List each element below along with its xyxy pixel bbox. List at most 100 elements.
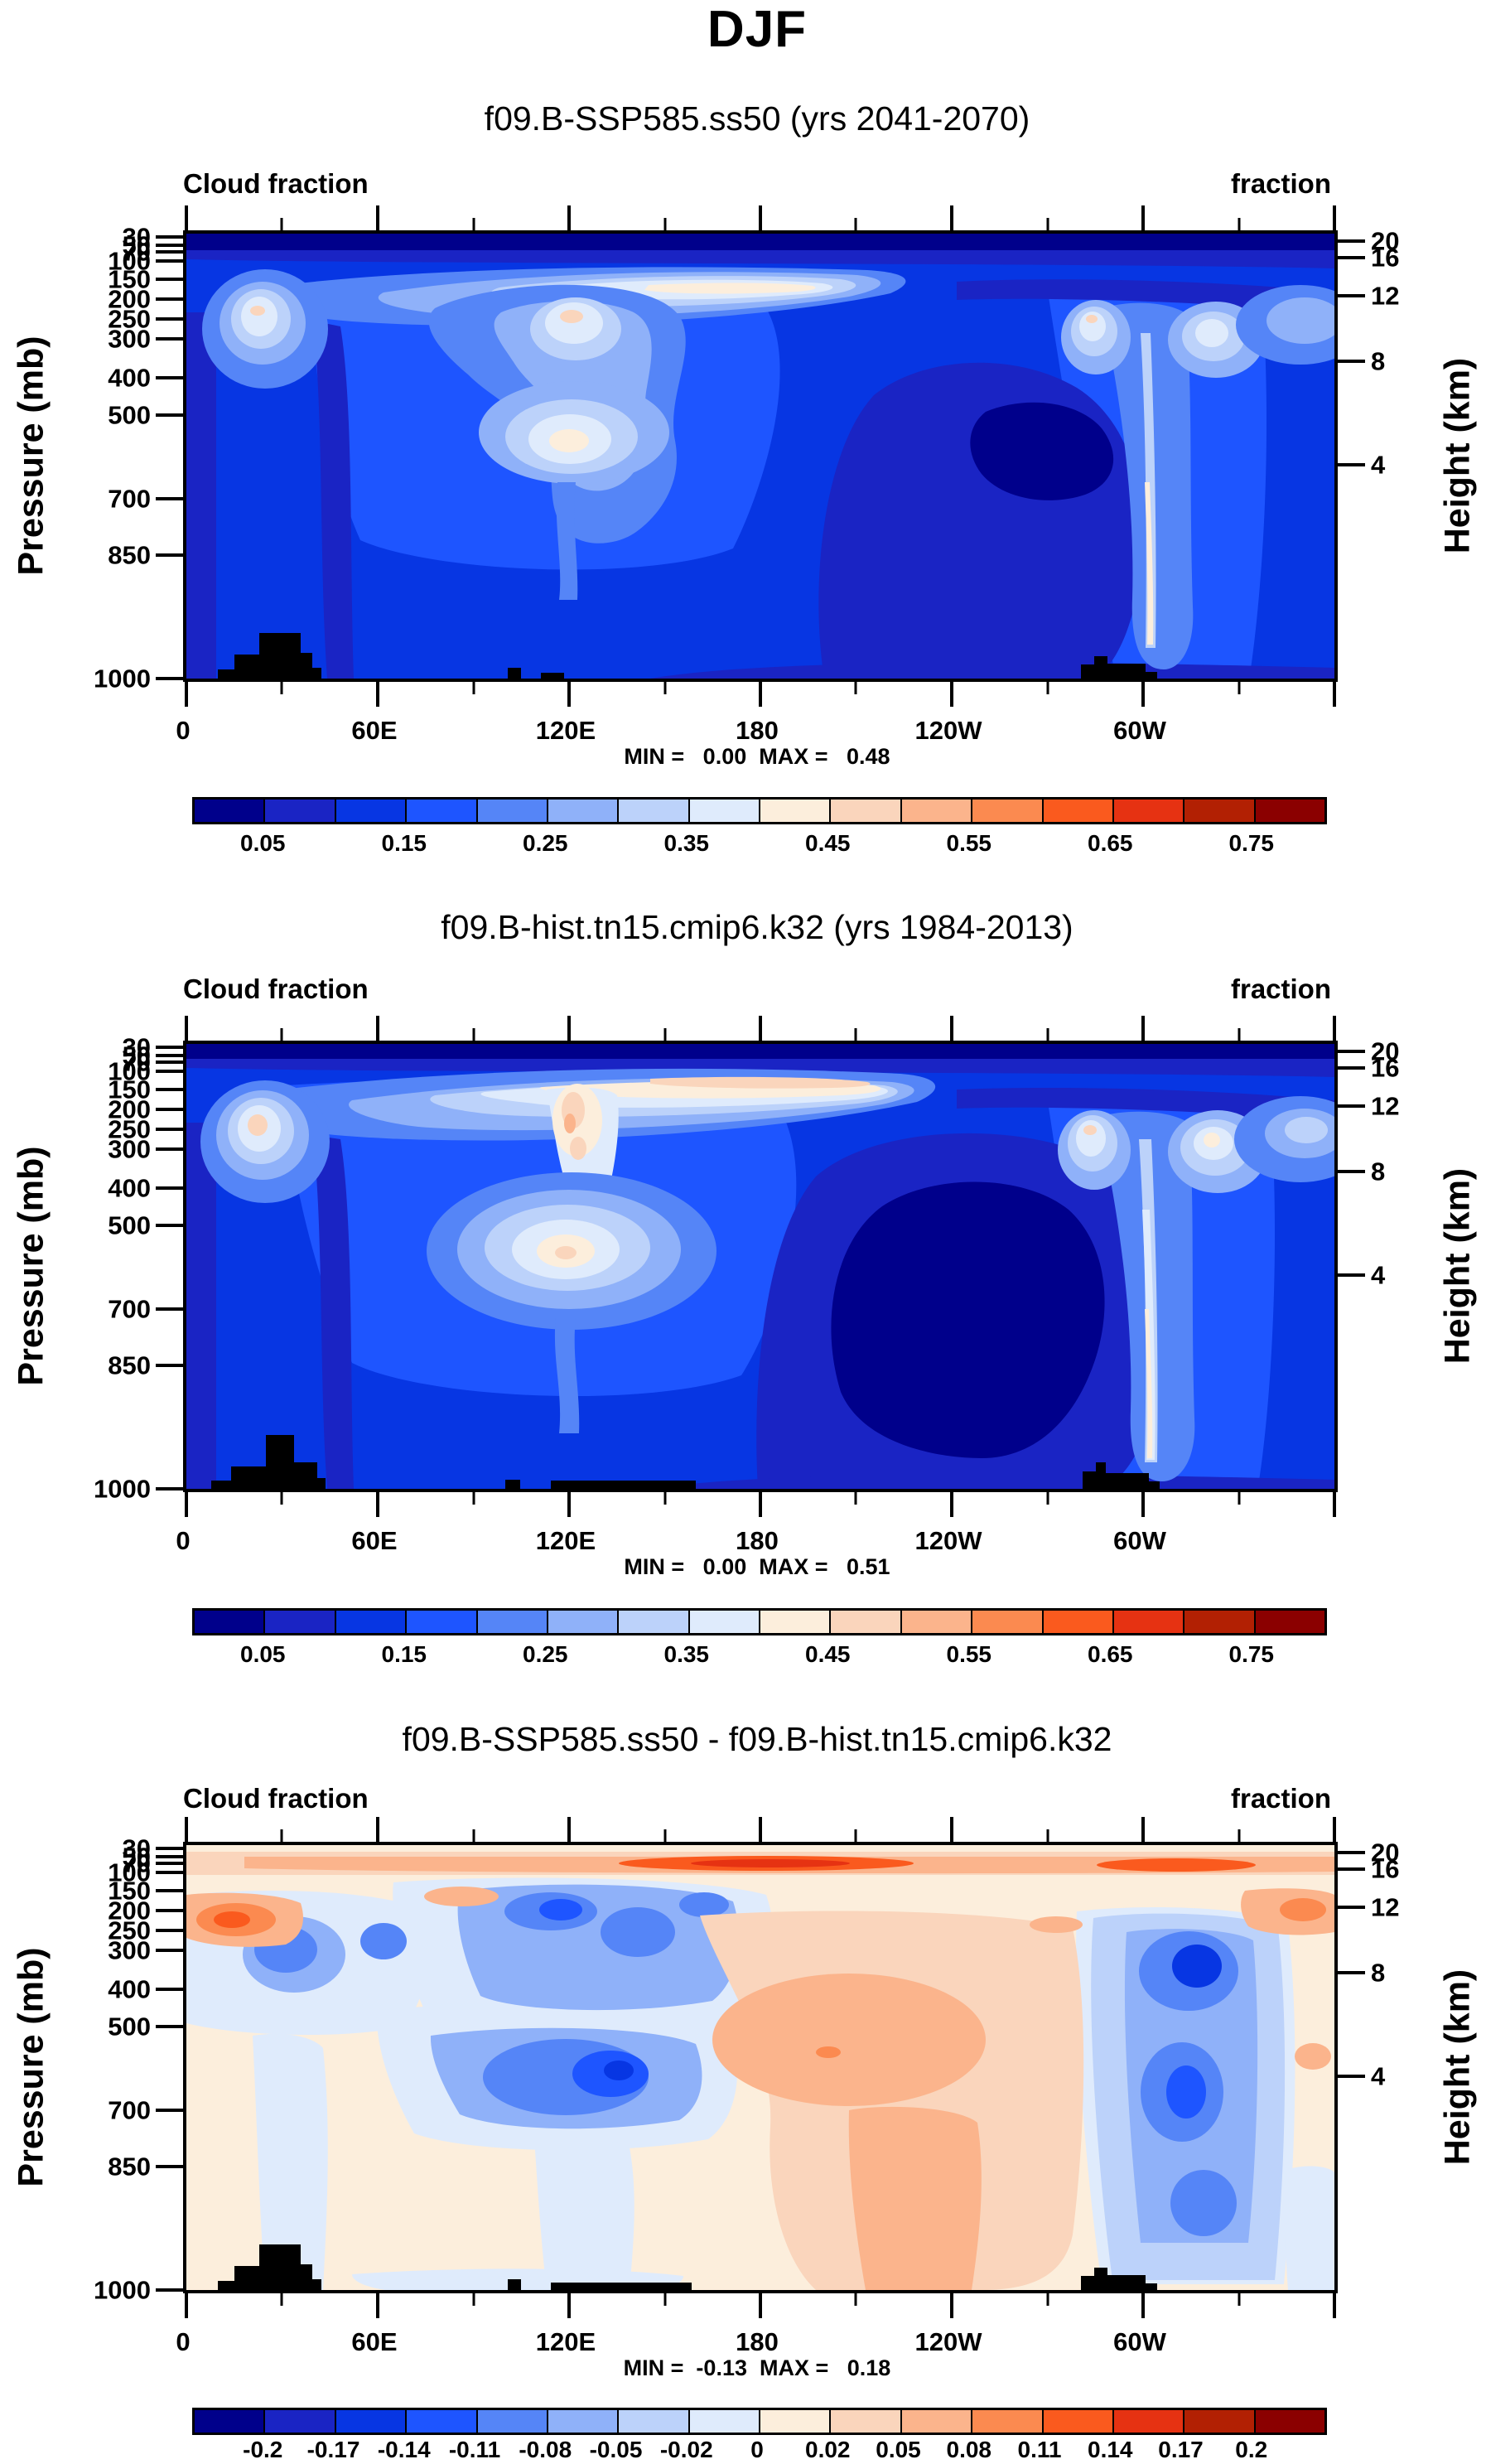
colorbar-tick-label: 0.05 — [240, 1641, 286, 1667]
height-tick — [1338, 1170, 1365, 1174]
x-axis-tick-bottom — [567, 682, 571, 707]
colorbar-tick-label: 0.08 — [946, 2437, 992, 2462]
colorbar-segment — [900, 800, 972, 822]
field-label-right: fraction — [1230, 974, 1331, 1004]
pressure-tick — [156, 1987, 183, 1991]
x-tick-label: 60E — [351, 1526, 398, 1555]
x-axis-tick-bottom — [1046, 1492, 1049, 1505]
pressure-tick-label: 1000 — [94, 1474, 151, 1504]
colorbar-labels: -0.2 -0.17 -0.14 -0.11 -0.08 -0.05 -0.02 0 0.02 0… — [192, 2438, 1322, 2464]
pressure-tick — [156, 1087, 183, 1091]
colorbar-tick-label: 0.05 — [240, 830, 286, 856]
pressure-tick-label: 200 — [108, 1094, 151, 1124]
height-tick-label: 16 — [1371, 1854, 1400, 1884]
pressure-tick — [156, 1186, 183, 1190]
pressure-tick — [156, 277, 183, 281]
pressure-tick-label: 500 — [108, 400, 151, 430]
pressure-tick — [156, 1045, 183, 1049]
contour-field-svg — [186, 1044, 1334, 1489]
colorbar-tick-label: 0.25 — [523, 1641, 568, 1667]
pressure-tick — [156, 1053, 183, 1057]
x-axis-tick-top — [1333, 1817, 1336, 1842]
pressure-tick — [156, 1060, 183, 1065]
x-axis-tick-bottom — [567, 1492, 571, 1517]
x-axis-tick-bottom — [854, 2293, 857, 2306]
figure-title: DJF — [707, 1, 808, 58]
colorbar-segment — [971, 2410, 1042, 2433]
colorbar-tick-label: 0.65 — [1088, 1641, 1133, 1667]
min-max-text: MIN = 0.00 MAX = 0.51 — [624, 1554, 890, 1579]
colorbar-segment — [971, 1611, 1042, 1633]
x-axis-tick-bottom — [1046, 682, 1049, 694]
x-axis-tick-top — [280, 218, 283, 230]
x-axis-tick-bottom — [1333, 682, 1336, 707]
colorbar-tick-label: -0.17 — [306, 2437, 360, 2462]
x-axis-tick-top — [185, 205, 188, 230]
x-axis-tick-top — [376, 205, 379, 230]
colorbar-segment — [263, 2410, 335, 2433]
colorbar-segment — [475, 800, 547, 822]
colorbar-tick-label: 0 — [750, 2437, 764, 2462]
colorbar-tick-label: -0.08 — [519, 2437, 572, 2462]
colorbar-tick-label: 0.35 — [663, 1641, 710, 1667]
colorbar-tick-label: 0.05 — [876, 2437, 921, 2462]
x-axis-tick-bottom — [1333, 2293, 1336, 2318]
x-axis-tick-bottom — [950, 1492, 953, 1517]
height-tick — [1338, 1867, 1365, 1871]
x-axis-tick-top — [1238, 218, 1240, 230]
x-axis-tick-bottom — [1238, 682, 1240, 694]
x-tick-label: 0 — [176, 2327, 191, 2356]
pressure-tick — [156, 1870, 183, 1874]
x-axis-tick-bottom — [759, 682, 762, 707]
colorbar-tick-label: -0.14 — [377, 2437, 431, 2462]
x-axis-tick-bottom — [472, 2293, 475, 2306]
x-axis-tick-bottom — [567, 2293, 571, 2318]
x-axis-tick-bottom — [472, 1492, 475, 1505]
pressure-tick — [156, 375, 183, 379]
height-tick-label: 16 — [1371, 1053, 1400, 1083]
x-axis-tick-top — [854, 1829, 857, 1842]
x-axis-tick-top — [185, 1817, 188, 1842]
pressure-tick — [156, 2025, 183, 2029]
x-axis-tick-top — [1046, 1829, 1049, 1842]
colorbar-tick-label: 0.45 — [805, 830, 851, 856]
colorbar-tick-label: 0.65 — [1088, 830, 1133, 856]
colorbar-segment — [546, 800, 618, 822]
pressure-tick — [156, 1948, 183, 1952]
colorbar-tick-label: 0.02 — [805, 2437, 851, 2462]
colorbar-segment — [1183, 2410, 1254, 2433]
height-tick-label: 20 — [1371, 1036, 1400, 1066]
x-axis-tick-bottom — [280, 1492, 283, 1505]
pressure-tick — [156, 336, 183, 341]
plot-area: 30 50 70 100 150 200 250 300 400 500 700 850 1000 20 1… — [94, 1016, 1399, 1517]
pressure-tick-label: 30 — [122, 1032, 151, 1062]
pressure-tick — [156, 1224, 183, 1228]
pressure-tick-label: 700 — [108, 1294, 151, 1324]
colorbar-tick-label: 0.35 — [663, 830, 710, 856]
colorbar-segment — [1041, 1611, 1112, 1633]
x-tick-label: 120E — [535, 716, 596, 745]
x-tick-label: 180 — [736, 2327, 779, 2356]
height-tick-label: 20 — [1371, 226, 1400, 256]
colorbar-segment — [1112, 1611, 1184, 1633]
x-axis-tick-top — [280, 1829, 283, 1842]
pressure-tick — [156, 1854, 183, 1858]
height-tick — [1338, 294, 1365, 298]
colorbar-segment — [688, 800, 759, 822]
x-tick-label: 120W — [914, 2327, 982, 2356]
pressure-tick — [156, 1888, 183, 1892]
height-tick — [1338, 1906, 1365, 1910]
pressure-tick-label: 1000 — [94, 2275, 151, 2305]
colorbar-segment — [688, 1611, 759, 1633]
pressure-tick-label: 500 — [108, 2012, 151, 2041]
colorbar-segment — [688, 2410, 759, 2433]
x-axis-tick-bottom — [376, 1492, 379, 1517]
x-axis-tick-top — [854, 218, 857, 230]
pressure-tick — [156, 234, 183, 239]
x-axis-tick-bottom — [663, 2293, 666, 2306]
x-axis-tick-bottom — [185, 1492, 188, 1517]
colorbar-segment — [546, 1611, 618, 1633]
field-label-left: Cloud fraction — [183, 1783, 369, 1814]
height-tick-label: 12 — [1371, 1091, 1400, 1121]
x-axis-labels: 0 60E 120E 180 120W 60W — [176, 2327, 1331, 2359]
